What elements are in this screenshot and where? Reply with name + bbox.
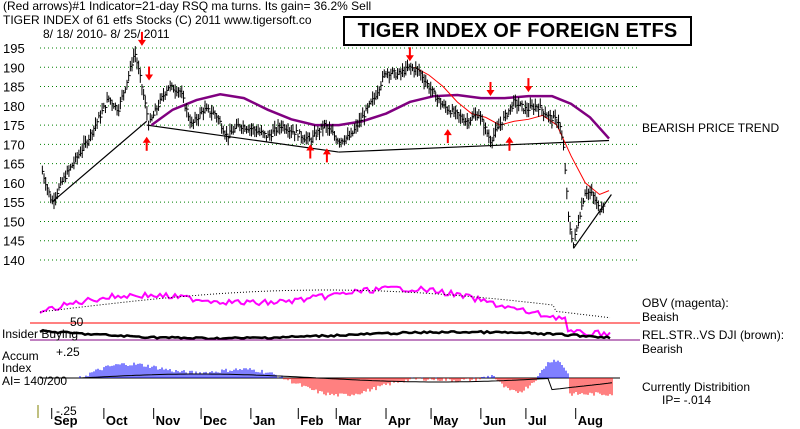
red-down-arrow-head — [524, 86, 533, 93]
y-tick-165: 165 — [3, 157, 25, 172]
accum-label-2: Index — [2, 361, 32, 375]
signal-arrows — [137, 31, 533, 163]
purple-moving-average — [150, 92, 610, 140]
y-tick-180: 180 — [3, 99, 25, 114]
accum-minus-25: -.25 — [56, 404, 77, 418]
accumulation-panel — [37, 359, 620, 418]
y-tick-155: 155 — [3, 195, 25, 210]
month-label-Sep: Sep — [54, 413, 78, 428]
month-label-Aug: Aug — [578, 413, 603, 428]
month-label-Jun: Jun — [483, 413, 506, 428]
relstr-label: REL.STR..VS DJI (brown): — [642, 328, 785, 342]
header-line-2: TIGER INDEX of 61 etfs Stocks (C) 2011 w… — [3, 13, 312, 27]
accum-label-1: Accum — [2, 349, 39, 363]
obv-panel — [30, 285, 640, 339]
price-bars — [41, 46, 606, 249]
month-label-Oct: Oct — [106, 413, 128, 428]
y-tick-175: 175 — [3, 118, 25, 133]
red-moving-average — [414, 66, 610, 196]
y-tick-190: 190 — [3, 60, 25, 75]
y-tick-140: 140 — [3, 253, 25, 268]
red-down-arrow-head — [405, 55, 414, 62]
price-gridlines — [40, 47, 640, 261]
trendline-0 — [51, 120, 148, 203]
relstr-status: Bearish — [642, 342, 683, 356]
y-tick-170: 170 — [3, 137, 25, 152]
header-line-3: 8/ 18/ 2010- 8/ 25/ 2011 — [43, 27, 170, 41]
y-tick-195: 195 — [3, 41, 25, 56]
month-label-Apr: Apr — [388, 413, 410, 428]
month-label-Jan: Jan — [253, 413, 275, 428]
obv-line — [39, 285, 611, 339]
y-tick-150: 150 — [3, 214, 25, 229]
accum-plus-25: +.25 — [56, 345, 80, 359]
month-label-Feb: Feb — [300, 413, 323, 428]
y-tick-185: 185 — [3, 80, 25, 95]
relstr-line — [39, 328, 611, 341]
price-y-axis: 140 145 150 155 160 165 170 175 180 185 190 195 — [3, 41, 25, 268]
distribution-value: IP= -.014 — [662, 393, 712, 407]
month-axis: Sep Oct Nov Dec Jan Feb Mar Apr May Jun Jul Aug — [51, 408, 603, 428]
red-ma-line — [414, 66, 610, 196]
red-up-arrow-head — [306, 144, 315, 151]
month-label-Mar: Mar — [338, 413, 361, 428]
obv-label: OBV (magenta): — [642, 296, 729, 310]
chart-title: TIGER INDEX OF FOREIGN ETFS — [343, 16, 692, 46]
trendline-1 — [146, 124, 339, 153]
month-label-May: May — [433, 413, 459, 428]
relative-strength-panel — [30, 328, 640, 341]
red-up-arrow-head — [322, 148, 331, 155]
trend-label: BEARISH PRICE TREND — [642, 121, 780, 135]
obv-fifty-label: 50 — [70, 315, 84, 329]
red-down-arrow-head — [486, 89, 495, 96]
trendlines — [51, 120, 612, 249]
accum-value: AI= 140/200 — [2, 374, 68, 388]
y-tick-160: 160 — [3, 176, 25, 191]
purple-ma-line — [150, 92, 610, 140]
distribution-label: Currently Distribition — [642, 380, 751, 394]
month-label-Nov: Nov — [156, 413, 181, 428]
accum-ma-line — [79, 373, 613, 391]
insider-buying-label: Insider Buying — [2, 327, 79, 341]
red-up-arrow-head — [443, 129, 452, 136]
red-up-arrow-head — [142, 136, 151, 143]
red-down-arrow-head — [137, 39, 146, 46]
header-line-1: (Red arrows)#1 Indicator=21-day RSQ ma t… — [3, 0, 372, 13]
red-up-arrow-head — [505, 136, 514, 143]
red-down-arrow-head — [145, 74, 154, 81]
y-tick-145: 145 — [3, 234, 25, 249]
month-label-Dec: Dec — [203, 413, 227, 428]
obv-status: Beaish — [642, 310, 679, 324]
obv-ma-line — [39, 289, 611, 319]
trendline-3 — [572, 194, 612, 249]
month-label-Jul: Jul — [528, 413, 547, 428]
